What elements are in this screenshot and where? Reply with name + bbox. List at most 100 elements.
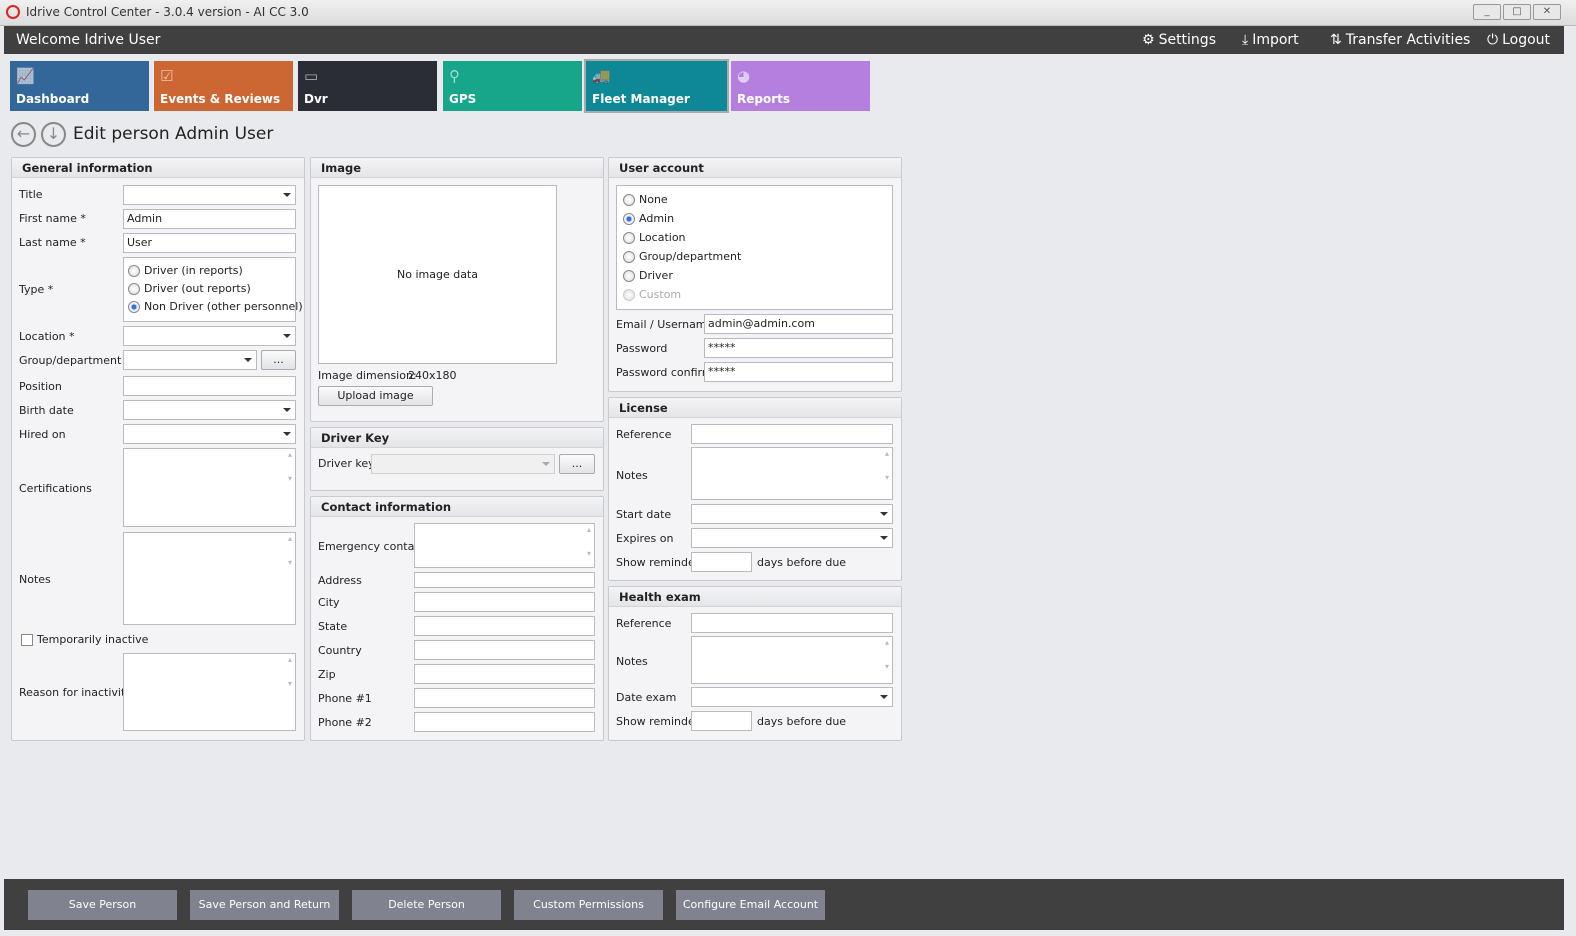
transfer-activities-link[interactable]: ⇅ Transfer Activities (1330, 32, 1471, 48)
role-radio-admin[interactable]: Admin (623, 212, 674, 225)
group-browse-button[interactable]: ... (261, 350, 296, 370)
temporarily-inactive-checkbox[interactable]: Temporarily inactive (21, 633, 148, 646)
last-name-input[interactable]: User (123, 233, 296, 253)
email-input[interactable]: admin@admin.com (704, 314, 893, 334)
type-radio-driver-out[interactable]: Driver (out reports) (128, 282, 251, 295)
date-exam-picker[interactable] (691, 687, 893, 707)
certifications-label: Certifications (19, 482, 92, 495)
license-reminder-input[interactable] (691, 552, 752, 572)
title-bar: Idrive Control Center - 3.0.4 version - … (0, 0, 1576, 26)
radio-circle (128, 282, 140, 295)
arrow-down-icon: ↓ (46, 124, 61, 143)
radio-circle (623, 231, 635, 244)
pie-chart-icon: ◕ (737, 67, 751, 85)
account-role-group (616, 185, 893, 310)
dvr-icon: ▭ (304, 67, 319, 85)
first-name-input[interactable]: Admin (123, 209, 296, 229)
save-person-button[interactable]: Save Person (28, 890, 177, 920)
state-input[interactable] (414, 616, 595, 636)
country-label: Country (318, 644, 362, 657)
title-dropdown[interactable] (123, 185, 296, 205)
back-button[interactable]: ← (11, 122, 36, 147)
tile-gps[interactable]: ⚲ GPS (443, 61, 582, 111)
driver-key-browse-button[interactable]: ... (559, 454, 595, 474)
location-dropdown[interactable] (123, 326, 296, 346)
license-days-label: days before due (757, 556, 847, 569)
driver-key-dropdown[interactable] (371, 454, 555, 474)
gears-icon: ⚙ (1142, 32, 1155, 48)
country-input[interactable] (414, 640, 595, 660)
no-image-text: No image data (397, 268, 478, 281)
position-label: Position (19, 380, 62, 393)
save-person-return-button[interactable]: Save Person and Return (190, 890, 339, 920)
role-radio-location[interactable]: Location (623, 231, 686, 244)
birth-date-picker[interactable] (123, 400, 296, 420)
type-label: Type * (19, 283, 54, 296)
position-input[interactable] (123, 376, 296, 396)
hired-on-label: Hired on (19, 428, 66, 441)
radio-circle (128, 264, 140, 277)
certifications-textarea[interactable] (123, 448, 296, 527)
password-confirm-input[interactable]: ***** (704, 362, 893, 382)
delete-person-button[interactable]: Delete Person (352, 890, 501, 920)
notes-textarea[interactable] (123, 532, 296, 625)
tile-fleet-manager[interactable]: 🚚 Fleet Manager (584, 59, 729, 113)
logout-link[interactable]: ⏻ Logout (1487, 32, 1551, 48)
phone2-input[interactable] (414, 712, 595, 732)
start-date-picker[interactable] (691, 504, 893, 524)
page-title: Edit person Admin User (73, 124, 274, 144)
tile-dashboard[interactable]: 📈 Dashboard (10, 61, 149, 111)
health-notes-textarea[interactable] (691, 636, 893, 684)
password-input[interactable]: ***** (704, 338, 893, 358)
configure-email-button[interactable]: Configure Email Account (676, 890, 825, 920)
type-radio-non-driver[interactable]: Non Driver (other personnel) (128, 300, 303, 313)
license-reference-input[interactable] (691, 424, 893, 444)
health-reminder-input[interactable] (691, 711, 752, 731)
panel-header: Driver Key (311, 428, 603, 448)
tile-reports[interactable]: ◕ Reports (731, 61, 870, 111)
map-pin-icon: ⚲ (449, 67, 460, 85)
group-dropdown[interactable] (123, 350, 257, 370)
hired-on-picker[interactable] (123, 424, 296, 444)
last-name-label: Last name * (19, 236, 86, 249)
footer-bar: Save Person Save Person and Return Delet… (4, 879, 1564, 930)
role-radio-driver[interactable]: Driver (623, 269, 673, 282)
radio-circle (623, 288, 635, 301)
title-label: Title (19, 188, 43, 201)
settings-link[interactable]: ⚙ Settings (1142, 32, 1216, 48)
upload-image-button[interactable]: Upload image (318, 386, 433, 406)
tile-events-reviews[interactable]: ☑ Events & Reviews (154, 61, 293, 111)
tile-dvr[interactable]: ▭ Dvr (298, 61, 437, 111)
role-radio-custom: Custom (623, 288, 681, 301)
zip-input[interactable] (414, 664, 595, 684)
role-radio-none[interactable]: None (623, 193, 668, 206)
reason-textarea[interactable] (123, 653, 296, 731)
custom-permissions-button[interactable]: Custom Permissions (514, 890, 663, 920)
close-button[interactable]: ✕ (1533, 4, 1561, 20)
address-input[interactable] (414, 572, 595, 588)
down-button[interactable]: ↓ (41, 122, 66, 147)
radio-circle (623, 212, 635, 225)
license-notes-label: Notes (616, 469, 648, 482)
expires-on-picker[interactable] (691, 528, 893, 548)
license-notes-textarea[interactable] (691, 447, 893, 500)
date-exam-label: Date exam (616, 691, 677, 704)
import-link[interactable]: ⤓ Import (1242, 32, 1299, 48)
panel-header: User account (609, 158, 901, 178)
email-label: Email / Username (616, 318, 714, 331)
health-reference-input[interactable] (691, 613, 893, 633)
radio-circle (623, 193, 635, 206)
health-notes-label: Notes (616, 655, 648, 668)
type-radio-driver-in[interactable]: Driver (in reports) (128, 264, 243, 277)
panel-header: License (609, 398, 901, 418)
maximize-button[interactable]: □ (1503, 4, 1531, 20)
minimize-button[interactable]: _ (1473, 4, 1501, 20)
city-input[interactable] (414, 592, 595, 612)
phone1-input[interactable] (414, 688, 595, 708)
state-label: State (318, 620, 348, 633)
emergency-contact-textarea[interactable] (414, 523, 595, 568)
health-days-label: days before due (757, 715, 847, 728)
role-radio-group[interactable]: Group/department (623, 250, 741, 263)
health-reminder-label: Show reminder (616, 715, 700, 728)
download-icon: ⤓ (1242, 32, 1249, 48)
